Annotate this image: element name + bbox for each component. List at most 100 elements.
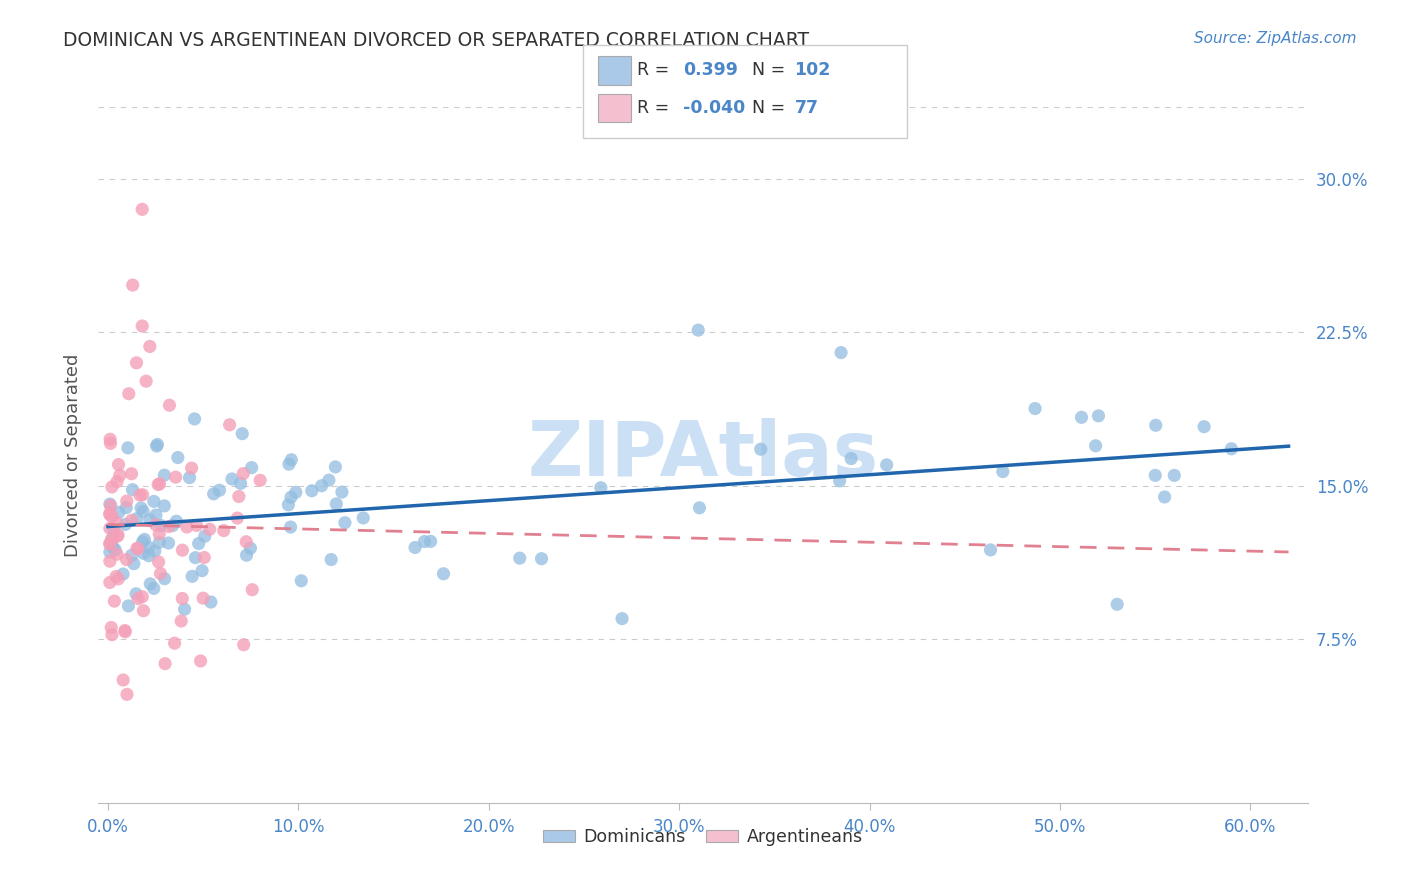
Point [105, 529, 128, 543]
Point [749, 442, 772, 457]
Point [1163, 468, 1185, 483]
Point [101, 480, 124, 494]
Point [129, 500, 152, 515]
Point [240, 582, 263, 597]
Point [231, 426, 253, 441]
Point [172, 543, 194, 558]
Point [125, 356, 148, 370]
Point [146, 437, 169, 451]
Point [173, 602, 195, 616]
Point [240, 460, 263, 475]
Point [112, 567, 135, 582]
Point [98, 521, 121, 535]
Point [98, 545, 121, 559]
Point [218, 417, 240, 432]
Point [1144, 468, 1167, 483]
Point [187, 536, 209, 550]
Point [1087, 409, 1109, 423]
Point [277, 498, 299, 512]
Point [107, 528, 129, 542]
Point [135, 374, 157, 388]
Point [122, 557, 145, 571]
Text: -0.040: -0.040 [683, 99, 745, 117]
Point [413, 534, 436, 549]
Point [149, 518, 172, 533]
Point [98, 537, 121, 551]
Point [232, 467, 254, 481]
Point [688, 323, 710, 337]
Point [125, 512, 148, 526]
Point [432, 566, 454, 581]
Point [143, 544, 166, 558]
Point [112, 673, 135, 687]
Point [101, 628, 124, 642]
Point [145, 517, 167, 532]
Point [129, 488, 152, 502]
Point [176, 520, 198, 534]
Point [98, 536, 121, 550]
Point [183, 412, 205, 426]
Point [839, 451, 862, 466]
Point [153, 657, 176, 671]
Text: N =: N = [752, 62, 792, 79]
Point [125, 587, 148, 601]
Point [181, 569, 204, 583]
Point [142, 582, 165, 596]
Point [162, 518, 184, 533]
Point [108, 468, 131, 483]
Point [98, 506, 121, 520]
Point [325, 497, 347, 511]
Point [194, 529, 217, 543]
Text: N =: N = [752, 99, 792, 117]
Point [1107, 597, 1129, 611]
Point [131, 534, 153, 549]
Point [131, 488, 153, 502]
Point [104, 543, 127, 558]
Point [235, 534, 257, 549]
Point [134, 533, 156, 547]
Point [115, 494, 138, 508]
Point [105, 547, 128, 561]
Point [148, 476, 170, 491]
Point [153, 468, 176, 483]
Point [200, 595, 222, 609]
Point [191, 564, 214, 578]
Point [589, 481, 612, 495]
Point [166, 450, 188, 465]
Y-axis label: Divorced or Separated: Divorced or Separated [65, 353, 83, 557]
Text: DOMINICAN VS ARGENTINEAN DIVORCED OR SEPARATED CORRELATION CHART: DOMINICAN VS ARGENTINEAN DIVORCED OR SEP… [63, 31, 810, 50]
Point [352, 511, 374, 525]
Point [828, 474, 851, 488]
Point [172, 591, 194, 606]
Point [142, 494, 165, 508]
Point [249, 473, 271, 487]
Point [108, 505, 131, 519]
Point [118, 386, 141, 401]
Point [186, 518, 208, 533]
Point [170, 614, 193, 628]
Point [165, 470, 187, 484]
Point [157, 536, 180, 550]
Point [228, 490, 250, 504]
Point [115, 500, 138, 515]
Point [105, 569, 128, 583]
Point [115, 687, 138, 701]
Point [191, 591, 214, 606]
Point [131, 590, 153, 604]
Point [325, 459, 347, 474]
Point [98, 432, 121, 446]
Point [239, 541, 262, 556]
Point [202, 487, 225, 501]
Point [103, 523, 125, 537]
Point [114, 517, 136, 532]
Point [121, 548, 143, 562]
Point [159, 398, 181, 412]
Point [105, 516, 128, 530]
Legend: Dominicans, Argentineans: Dominicans, Argentineans [537, 822, 869, 854]
Text: R =: R = [637, 62, 675, 79]
Point [101, 509, 124, 524]
Point [198, 522, 221, 536]
Point [100, 621, 122, 635]
Point [131, 202, 153, 217]
Point [688, 500, 710, 515]
